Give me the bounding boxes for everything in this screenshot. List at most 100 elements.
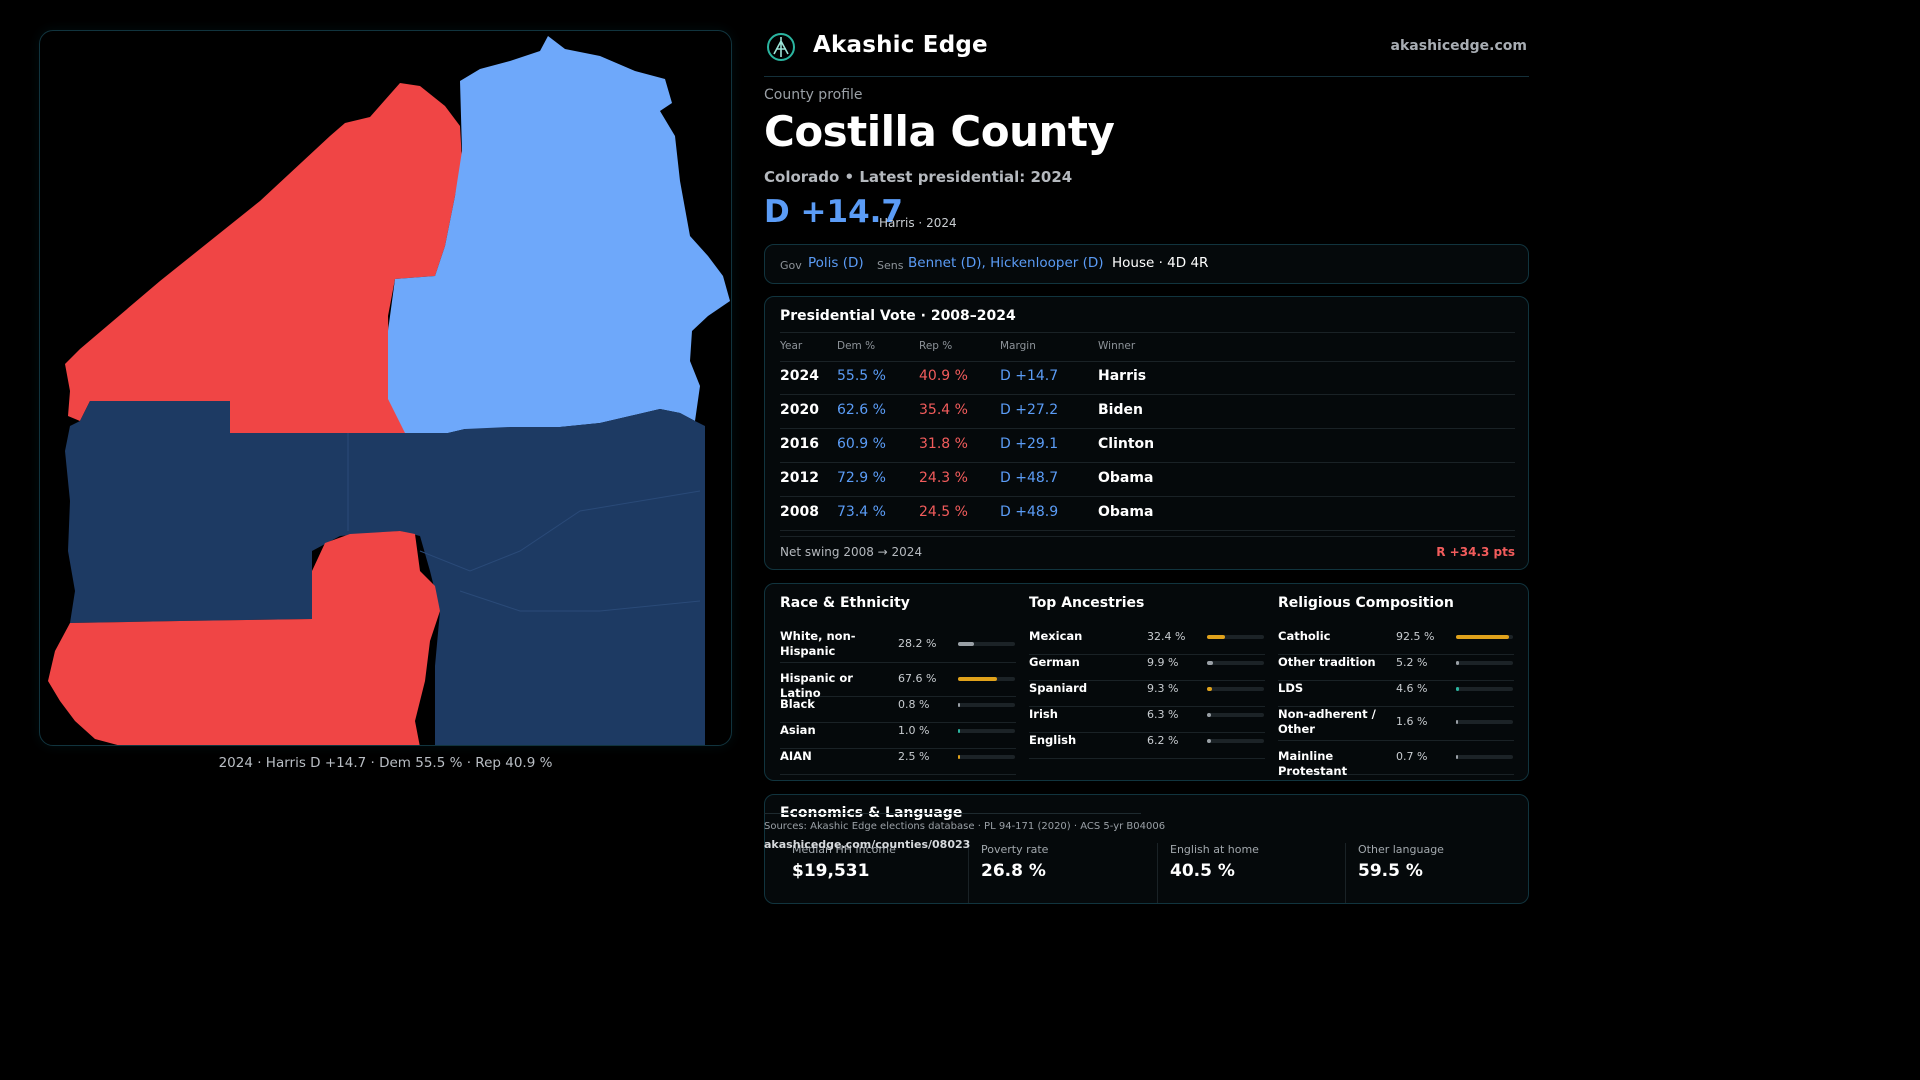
item-name: Other tradition [1278,655,1376,669]
item-bar-fill [958,755,960,759]
eyebrow: County profile [764,87,863,103]
item-bar [958,703,1015,707]
list-item: Non-adherent / Other 1.6 % [1278,706,1514,741]
item-percent: 0.7 % [1396,750,1428,763]
race-column: Race & Ethnicity White, non-Hispanic 28.2… [780,584,1020,782]
item-name: Catholic [1278,629,1331,643]
governor[interactable]: Polis (D) [808,255,864,271]
row-winner: Biden [1098,402,1143,418]
presidential-title: Presidential Vote · 2008–2024 [780,308,1016,324]
list-item: Mainline Protestant 0.7 % [1278,748,1514,778]
item-percent: 32.4 % [1147,630,1186,643]
col-year: Year [780,340,803,352]
row-dem: 62.6 % [837,402,886,418]
list-item: White, non-Hispanic 28.2 % [780,628,1016,663]
list-item: Irish 6.3 % [1029,706,1265,733]
county-map[interactable] [39,30,732,746]
item-percent: 1.0 % [898,724,930,737]
item-name: English [1029,733,1077,747]
economics-card: Economics & Language Median HH income $1… [764,794,1529,904]
table-row: 2008 73.4 % 24.5 % D +48.9 Obama [780,496,1515,531]
item-bar [1207,687,1264,691]
officials-card: Gov Polis (D) Sens Bennet (D), Hickenloo… [764,244,1529,284]
list-item: Mexican 32.4 % [1029,628,1265,655]
list-item: Other tradition 5.2 % [1278,654,1514,681]
item-percent: 0.8 % [898,698,930,711]
list-item: Hispanic or Latino 67.6 % [780,670,1016,700]
item-bar-fill [1456,635,1509,639]
latest-margin: D +14.7 [764,194,903,230]
item-bar-fill [1207,713,1211,717]
item-bar [1207,661,1264,665]
row-winner: Obama [1098,470,1154,486]
religion-title: Religious Composition [1278,595,1454,611]
presidential-table-header: Year Dem % Rep % Margin Winner [780,332,1515,362]
item-name: Asian [780,723,816,737]
item-percent: 9.3 % [1147,682,1179,695]
row-rep: 40.9 % [919,368,968,384]
sources-url[interactable]: akashicedge.com/counties/08023 [764,838,971,851]
ancestry-title: Top Ancestries [1029,595,1145,611]
row-dem: 55.5 % [837,368,886,384]
gov-label: Gov [780,259,802,272]
item-name: LDS [1278,681,1304,695]
kpi-value: 59.5 % [1358,861,1423,881]
kpi-label: Median HH income [792,843,896,856]
precinct-south-rep[interactable] [48,531,440,746]
row-margin: D +48.9 [1000,504,1059,520]
sources-divider [764,813,1141,814]
brand-name[interactable]: Akashic Edge [813,32,988,58]
item-bar-fill [1456,687,1459,691]
kpi-other-language: Other language 59.5 % [1345,843,1534,903]
kpi-poverty-rate: Poverty rate 26.8 % [968,843,1157,903]
list-item: AIAN 2.5 % [780,748,1016,775]
row-winner: Obama [1098,504,1154,520]
item-bar [1456,635,1513,639]
row-margin: D +14.7 [1000,368,1059,384]
kpi-value: $19,531 [792,861,870,881]
item-bar-fill [1207,739,1211,743]
item-bar-fill [1207,687,1213,691]
item-name: AIAN [780,749,812,763]
kpi-value: 26.8 % [981,861,1046,881]
kpi-label: English at home [1170,843,1259,856]
item-percent: 5.2 % [1396,656,1428,669]
net-swing: Net swing 2008 → 2024 R +34.3 pts [780,536,1515,559]
row-margin: D +48.7 [1000,470,1059,486]
site-link[interactable]: akashicedge.com [1390,38,1527,54]
page-subtitle: Colorado • Latest presidential: 2024 [764,168,1073,186]
senators[interactable]: Bennet (D), Hickenlooper (D) [908,255,1104,271]
item-bar [1207,713,1264,717]
item-bar-fill [1456,661,1459,665]
precinct-map-svg [48,36,730,746]
item-bar [1456,755,1513,759]
item-name: Spaniard [1029,681,1088,695]
item-name: Black [780,697,815,711]
col-dem: Dem % [837,340,876,352]
akashic-logo-icon[interactable] [766,32,796,62]
presidential-card: Presidential Vote · 2008–2024 Year Dem %… [764,296,1529,570]
item-percent: 4.6 % [1396,682,1428,695]
item-name: White, non-Hispanic [780,629,856,658]
precinct-northwest-rep[interactable] [65,83,462,433]
item-percent: 6.3 % [1147,708,1179,721]
demographics-card: Race & Ethnicity White, non-Hispanic 28.2… [764,583,1529,781]
row-winner: Clinton [1098,436,1155,452]
precinct-northeast-dem[interactable] [388,36,730,433]
row-year: 2016 [780,436,819,452]
kpi-median-income: Median HH income $19,531 [780,843,968,903]
row-rep: 31.8 % [919,436,968,452]
item-percent: 2.5 % [898,750,930,763]
house-delegation: House · 4D 4R [1112,255,1209,271]
row-year: 2012 [780,470,819,486]
row-dem: 60.9 % [837,436,886,452]
item-bar [1207,635,1264,639]
header: Akashic Edge akashicedge.com [764,30,1529,77]
item-name: Mexican [1029,629,1083,643]
religion-column: Religious Composition Catholic 92.5 % Othe… [1278,584,1518,782]
precinct-central-dem[interactable] [65,401,705,746]
table-row: 2024 55.5 % 40.9 % D +14.7 Harris [780,360,1515,395]
item-name: Non-adherent / Other [1278,707,1376,736]
item-bar [1456,720,1513,724]
item-name: German [1029,655,1080,669]
